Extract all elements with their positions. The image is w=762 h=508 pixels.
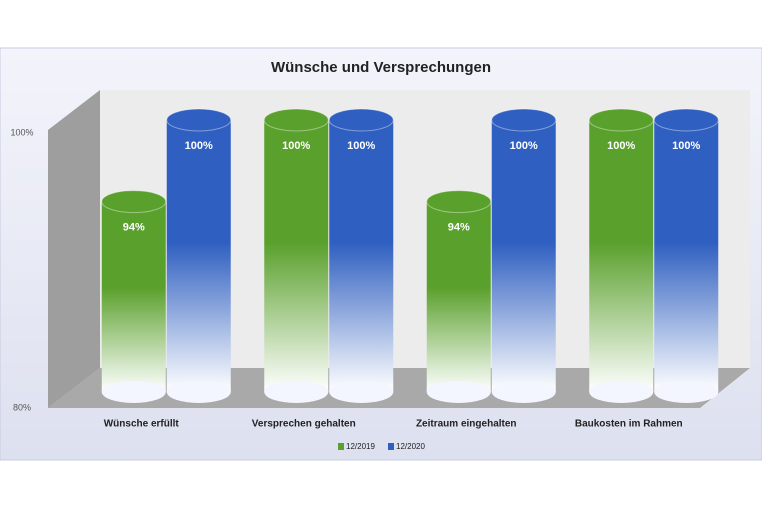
bar	[589, 120, 654, 392]
x-tick-label: Versprechen gehalten	[252, 419, 356, 430]
value-label: 100%	[672, 140, 700, 152]
legend-label: 12/2020	[396, 442, 425, 451]
bar	[264, 120, 329, 392]
cylinder	[263, 108, 329, 403]
value-label: 100%	[347, 140, 375, 152]
cylinder	[328, 108, 394, 403]
value-label: 100%	[510, 140, 538, 152]
bar-base	[166, 381, 231, 403]
value-label: 94%	[448, 222, 470, 234]
bar-base	[101, 381, 166, 403]
bar	[426, 201, 491, 392]
bar-top	[491, 108, 557, 132]
bar-base	[491, 381, 556, 403]
bar	[654, 120, 719, 392]
legend-swatch	[388, 443, 394, 450]
value-label: 100%	[607, 140, 635, 152]
bar-top	[263, 108, 329, 132]
bar	[166, 120, 231, 392]
legend-swatch	[338, 443, 344, 450]
cylinder	[426, 190, 492, 403]
bar-top	[328, 108, 394, 132]
bar-base	[426, 381, 491, 403]
cylinder	[588, 108, 654, 403]
x-tick-label: Wünsche erfüllt	[104, 419, 180, 430]
bar	[329, 120, 394, 392]
value-label: 100%	[282, 140, 310, 152]
chart-title: Wünsche und Versprechungen	[271, 59, 491, 76]
back-wall	[100, 90, 750, 368]
bar-top	[588, 108, 654, 132]
bar-base	[589, 381, 654, 403]
bar	[491, 120, 556, 392]
x-tick-label: Zeitraum eingehalten	[416, 419, 517, 430]
bar-base	[264, 381, 329, 403]
cylinder	[101, 190, 167, 403]
cylinder	[491, 108, 557, 403]
x-tick-label: Baukosten im Rahmen	[575, 419, 683, 430]
value-label: 94%	[123, 222, 145, 234]
side-wall	[48, 90, 100, 408]
bar-base	[654, 381, 719, 403]
y-tick-label: 80%	[13, 402, 31, 412]
bar-top	[166, 108, 232, 132]
bar-top	[101, 190, 167, 214]
bar-base	[329, 381, 394, 403]
bar-top	[426, 190, 492, 214]
y-tick-label: 100%	[10, 127, 33, 137]
legend-label: 12/2019	[346, 442, 375, 451]
cylinder	[653, 108, 719, 403]
bar-top	[653, 108, 719, 132]
value-label: 100%	[185, 140, 213, 152]
cylinder	[166, 108, 232, 403]
bar	[101, 201, 166, 392]
